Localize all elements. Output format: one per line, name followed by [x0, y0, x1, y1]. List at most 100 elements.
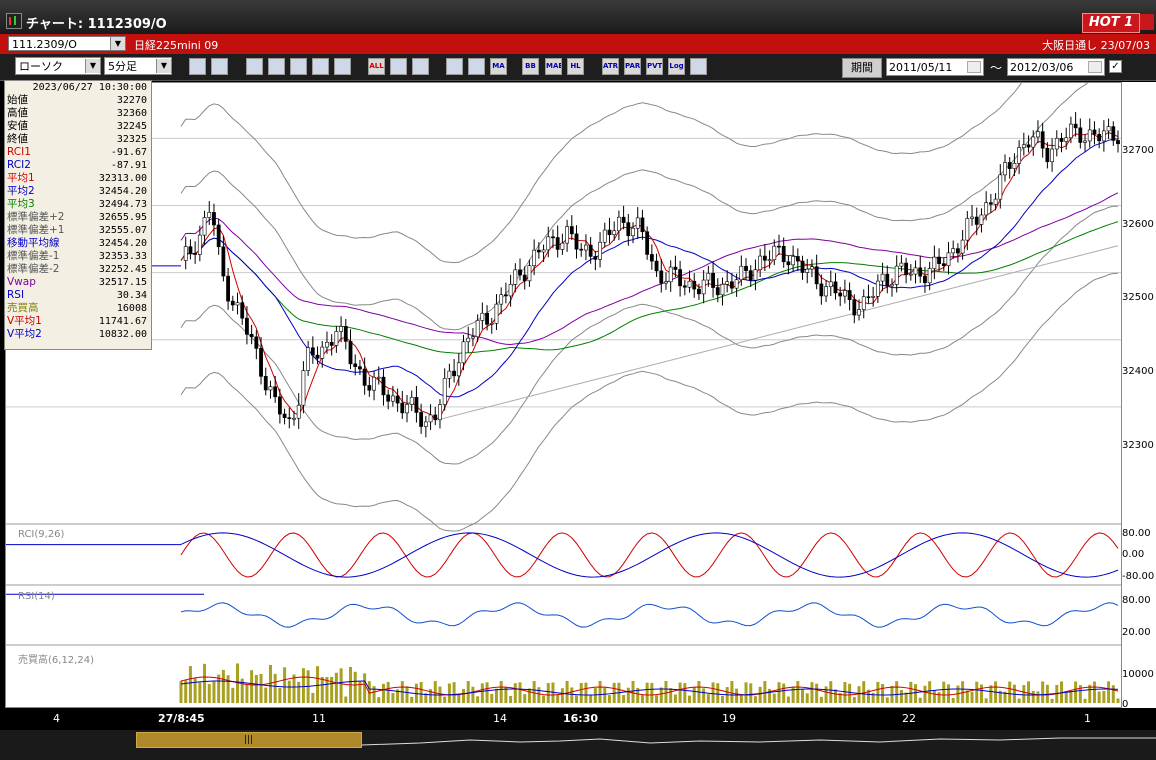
candle-body — [899, 262, 904, 267]
toolbar-pvt-button[interactable]: PVT — [646, 58, 663, 75]
volume-bar — [1097, 691, 1101, 703]
toolbar-mae-button[interactable]: MAE — [545, 58, 562, 75]
candle-body — [673, 266, 678, 270]
volume-bar — [1116, 698, 1120, 703]
volume-bar — [358, 681, 362, 703]
volume-bar — [433, 681, 437, 703]
clear-line-icon[interactable] — [334, 58, 351, 75]
candle-body — [847, 290, 852, 300]
volume-bar — [951, 698, 955, 703]
info-datetime: 2023/06/27 10:30:00 — [32, 82, 147, 93]
stick-chart-icon[interactable] — [268, 58, 285, 75]
info-label: RSI — [7, 289, 25, 301]
dual-cursor-icon[interactable] — [312, 58, 329, 75]
candle-body — [772, 245, 777, 261]
volume-bar — [965, 690, 969, 703]
candle-body — [329, 341, 334, 346]
candle-body — [518, 269, 522, 276]
period-checkbox[interactable]: ✓ — [1109, 60, 1122, 73]
symbol-code-select[interactable]: 111.2309/O ▼ — [8, 36, 126, 51]
volume-bar — [1031, 690, 1035, 703]
volume-bar — [1102, 690, 1106, 703]
info-label: 高値 — [7, 107, 28, 119]
chevron-down-icon[interactable]: ▼ — [156, 59, 171, 73]
interval-select[interactable]: 5分足 ▼ — [104, 57, 172, 75]
candle-body — [188, 246, 193, 254]
toolbar-atr-button[interactable]: ATR — [602, 58, 619, 75]
chevron-down-icon[interactable]: ▼ — [85, 59, 100, 73]
candle-style-icon[interactable] — [246, 58, 263, 75]
bollinger-lower-1 — [180, 205, 1119, 465]
volume-bar — [810, 682, 814, 703]
toolbar-hl-button[interactable]: HL — [567, 58, 584, 75]
candle-body — [1031, 136, 1036, 148]
candle-body — [970, 216, 974, 219]
chevron-down-icon[interactable]: ▼ — [110, 37, 125, 50]
candle-body — [508, 283, 513, 297]
candle-body — [197, 234, 202, 255]
volume-bar — [485, 682, 489, 703]
date-to-field[interactable]: 2012/03/06 — [1007, 58, 1105, 76]
calendar-icon[interactable] — [967, 61, 981, 73]
candle-body — [565, 226, 570, 244]
pin-line-icon[interactable] — [290, 58, 307, 75]
toolbar-all-button[interactable]: ALL — [368, 58, 385, 75]
candle-body — [193, 253, 198, 255]
close-window-button[interactable] — [1140, 14, 1154, 30]
candle-body — [1021, 144, 1026, 148]
candle-body — [485, 312, 489, 325]
time-scroller[interactable]: ||| — [0, 730, 1156, 760]
zoom-out-icon[interactable] — [211, 58, 228, 75]
volume-bar — [264, 687, 268, 703]
candle-body — [852, 299, 857, 316]
candle-body — [390, 395, 395, 402]
info-label: 平均1 — [7, 172, 35, 184]
info-row: 安値 32245 — [5, 120, 151, 133]
volume-bar — [857, 686, 861, 703]
candle-body — [777, 245, 781, 248]
scroller-thumb[interactable]: ||| — [136, 732, 362, 748]
grip-icon: ||| — [244, 735, 254, 745]
volume-bar — [598, 681, 602, 703]
chart-canvas[interactable]: RCI(9,26) RSI(14) 売買高(6,12,24) — [5, 4, 1122, 708]
ohlc-info-panel: 2023/06/27 10:30:00 始値 32270 高値 32360 安値 3224… — [4, 80, 152, 350]
volume-bar — [998, 690, 1002, 703]
candle-body — [207, 212, 212, 218]
pencil-icon[interactable] — [412, 58, 429, 75]
volume-bar — [749, 683, 753, 703]
period-button[interactable]: 期間 — [842, 58, 882, 78]
volume-bar — [607, 695, 611, 703]
volume-bar — [1003, 691, 1007, 703]
info-value: 30.34 — [116, 290, 147, 301]
trend-draw-icon[interactable] — [468, 58, 485, 75]
candle-body — [466, 337, 471, 343]
candle-body — [998, 174, 1003, 200]
palette-grid-icon[interactable] — [446, 58, 463, 75]
toolbar-para-button[interactable]: PARA — [624, 58, 641, 75]
volume-bar — [221, 669, 225, 703]
candle-body — [833, 281, 838, 294]
date-from-field[interactable]: 2011/05/11 — [886, 58, 984, 76]
volume-bar — [184, 680, 188, 703]
info-value: -91.67 — [110, 147, 147, 158]
info-row: RSI 30.34 — [5, 289, 151, 302]
volume-bar — [565, 681, 569, 703]
candle-body — [419, 412, 424, 427]
volume-bar — [782, 683, 786, 703]
chart-type-select[interactable]: ローソク ▼ — [15, 57, 101, 75]
volume-bar — [372, 686, 376, 703]
fill-color-icon[interactable] — [390, 58, 407, 75]
calendar-icon[interactable] — [1088, 61, 1102, 73]
toolbar-log-button[interactable]: Log — [668, 58, 685, 75]
volume-bar — [273, 673, 277, 703]
info-label: 終値 — [7, 133, 28, 145]
volume-bar — [443, 696, 447, 703]
candle-body — [409, 397, 414, 405]
volume-axis-label: 0 — [1122, 699, 1129, 710]
print-icon[interactable] — [690, 58, 707, 75]
candle-body — [1045, 147, 1050, 163]
toolbar-ma-button[interactable]: MA — [490, 58, 507, 75]
zoom-in-icon[interactable] — [189, 58, 206, 75]
hot-badge-button[interactable]: HOT 1 — [1082, 13, 1140, 33]
toolbar-bb-button[interactable]: BB — [522, 58, 539, 75]
